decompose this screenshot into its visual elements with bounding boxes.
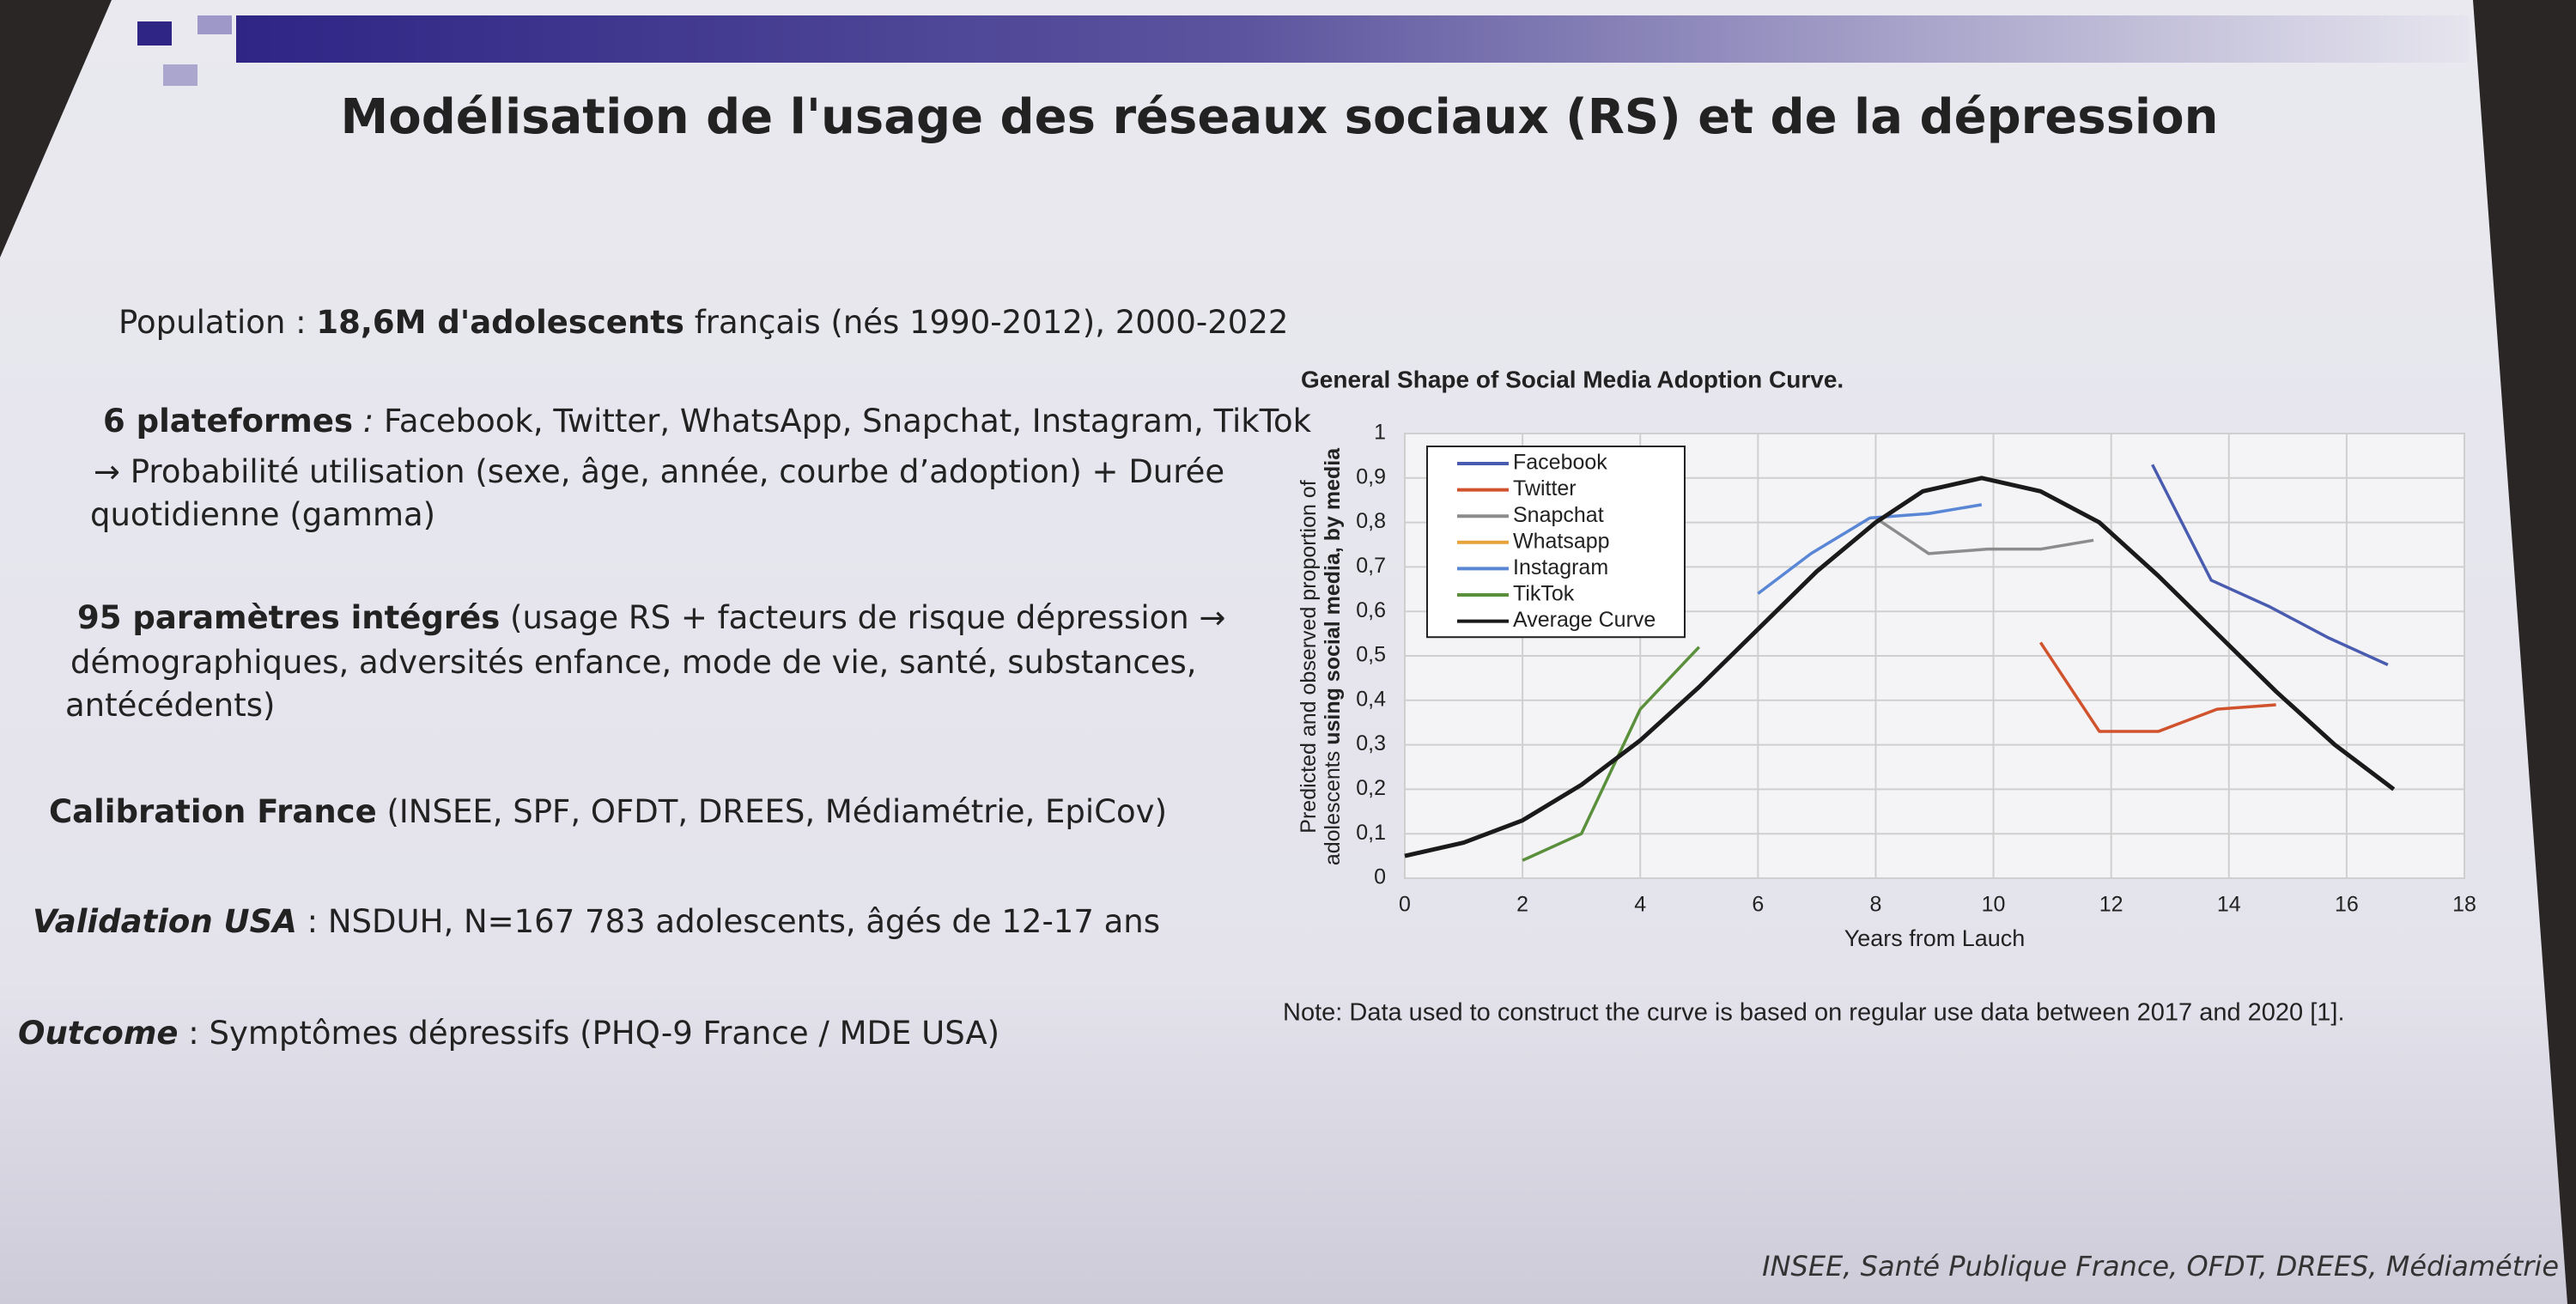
y-tick-label: 0,9 — [1356, 464, 1386, 488]
text-segment: 6 plateformes — [103, 403, 353, 440]
text-segment: Outcome — [18, 1015, 178, 1052]
x-tick-label: 18 — [2452, 893, 2476, 917]
legend-label: Average Curve — [1513, 608, 1656, 632]
bullet-line: quotidienne (gamma) — [90, 496, 435, 533]
x-tick-label: 12 — [2099, 893, 2123, 917]
series-line — [1404, 476, 2396, 858]
x-axis-label: Years from Lauch — [1844, 925, 2026, 951]
series-line — [1522, 646, 1701, 862]
text-segment: using social media, by media — [1321, 447, 1345, 745]
banner — [236, 15, 2469, 63]
y-tick-label: 0,3 — [1356, 731, 1386, 755]
y-tick-label: 1 — [1374, 421, 1386, 445]
text-segment: Validation USA — [33, 903, 297, 940]
series-line — [1874, 516, 2094, 555]
legend-label: Instagram — [1513, 555, 1608, 579]
bullet-line: Calibration France (INSEE, SPF, OFDT, DR… — [49, 793, 1167, 830]
footer: INSEE, Santé Publique France, OFDT, DREE… — [1762, 1250, 2559, 1283]
x-tick-label: 0 — [1399, 893, 1411, 917]
x-tick-label: 8 — [1869, 893, 1881, 917]
legend-label: Twitter — [1513, 476, 1577, 500]
bullet-line: → Probabilité utilisation (sexe, âge, an… — [94, 453, 1224, 490]
text-segment: : — [353, 403, 374, 440]
text-segment: Facebook, Twitter, WhatsApp, Snapchat, I… — [374, 403, 1311, 440]
legend-label: Snapchat — [1513, 503, 1604, 527]
x-tick-label: 16 — [2335, 893, 2359, 917]
bullet-line: antécédents) — [65, 687, 275, 724]
banner-square — [163, 64, 197, 86]
chart-title: General Shape of Social Media Adoption C… — [1301, 366, 1844, 392]
x-tick-label: 2 — [1516, 893, 1528, 917]
banner-square — [197, 15, 232, 34]
x-tick-label: 10 — [1982, 893, 2006, 917]
bullet-line: Population : 18,6M d'adolescents françai… — [118, 304, 1288, 341]
y-tick-label: 0,6 — [1356, 598, 1386, 622]
text-segment: Predicted and observed proportion of — [1297, 480, 1321, 833]
y-tick-label: 0 — [1374, 865, 1386, 889]
text-segment: quotidienne (gamma) — [90, 496, 435, 533]
legend-label: Facebook — [1513, 451, 1607, 475]
y-tick-label: 0,8 — [1356, 509, 1386, 533]
bullet-line: Validation USA : NSDUH, N=167 783 adoles… — [33, 903, 1160, 940]
series-line — [1757, 503, 1983, 595]
x-tick-label: 6 — [1752, 893, 1764, 917]
series-line — [2038, 641, 2276, 733]
y-tick-label: 0,1 — [1356, 821, 1386, 845]
text-segment: antécédents) — [65, 687, 275, 724]
text-segment: 18,6M d'adolescents — [316, 304, 684, 341]
text-segment: démographiques, adversités enfance, mode… — [70, 644, 1197, 681]
bullet-line: démographiques, adversités enfance, mode… — [70, 644, 1197, 681]
text-segment: Population : — [118, 304, 316, 341]
text-segment: français (nés 1990-2012), 2000-2022 — [684, 304, 1288, 341]
y-tick-label: 0,2 — [1356, 776, 1386, 800]
text-segment: (usage RS + facteurs de risque dépressio… — [500, 599, 1225, 636]
text-segment: : Symptômes dépressifs (PHQ-9 France / M… — [178, 1015, 999, 1052]
text-segment: 95 paramètres intégrés — [77, 599, 500, 636]
y-axis-label: Predicted and observed proportion of — [1297, 480, 1321, 833]
legend-label: TikTok — [1513, 582, 1575, 606]
text-segment: adolescents — [1321, 745, 1345, 865]
legend-label: Whatsapp — [1513, 529, 1610, 553]
bullet-line: 95 paramètres intégrés (usage RS + facte… — [77, 599, 1225, 636]
text-segment: → Probabilité utilisation (sexe, âge, an… — [94, 453, 1224, 490]
slide-title: Modélisation de l'usage des réseaux soci… — [341, 89, 2219, 145]
y-tick-label: 0,7 — [1356, 554, 1386, 578]
bullet-line: Outcome : Symptômes dépressifs (PHQ-9 Fr… — [18, 1015, 999, 1052]
series-line — [2151, 464, 2389, 666]
chart-note: Note: Data used to construct the curve i… — [1283, 999, 2345, 1027]
y-tick-label: 0,5 — [1356, 643, 1386, 667]
y-tick-label: 0,4 — [1356, 687, 1386, 711]
banner-square — [137, 21, 172, 45]
x-tick-label: 4 — [1634, 893, 1646, 917]
text-segment: (INSEE, SPF, OFDT, DREES, Médiamétrie, E… — [377, 793, 1167, 830]
text-segment: Calibration France — [49, 793, 377, 830]
x-tick-label: 14 — [2217, 893, 2241, 917]
bullet-line: 6 plateformes : Facebook, Twitter, Whats… — [103, 403, 1312, 440]
y-axis-label: adolescents using social media, by media — [1321, 447, 1345, 865]
text-segment: : NSDUH, N=167 783 adolescents, âgés de … — [297, 903, 1160, 940]
